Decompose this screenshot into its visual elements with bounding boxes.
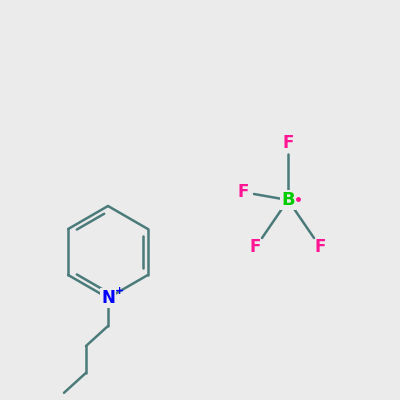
Text: F: F [237,183,249,201]
Text: F: F [315,238,326,256]
Text: B: B [281,191,295,209]
Text: +: + [114,286,124,296]
Text: N: N [101,289,115,307]
Text: F: F [282,134,294,152]
Text: F: F [250,238,261,256]
